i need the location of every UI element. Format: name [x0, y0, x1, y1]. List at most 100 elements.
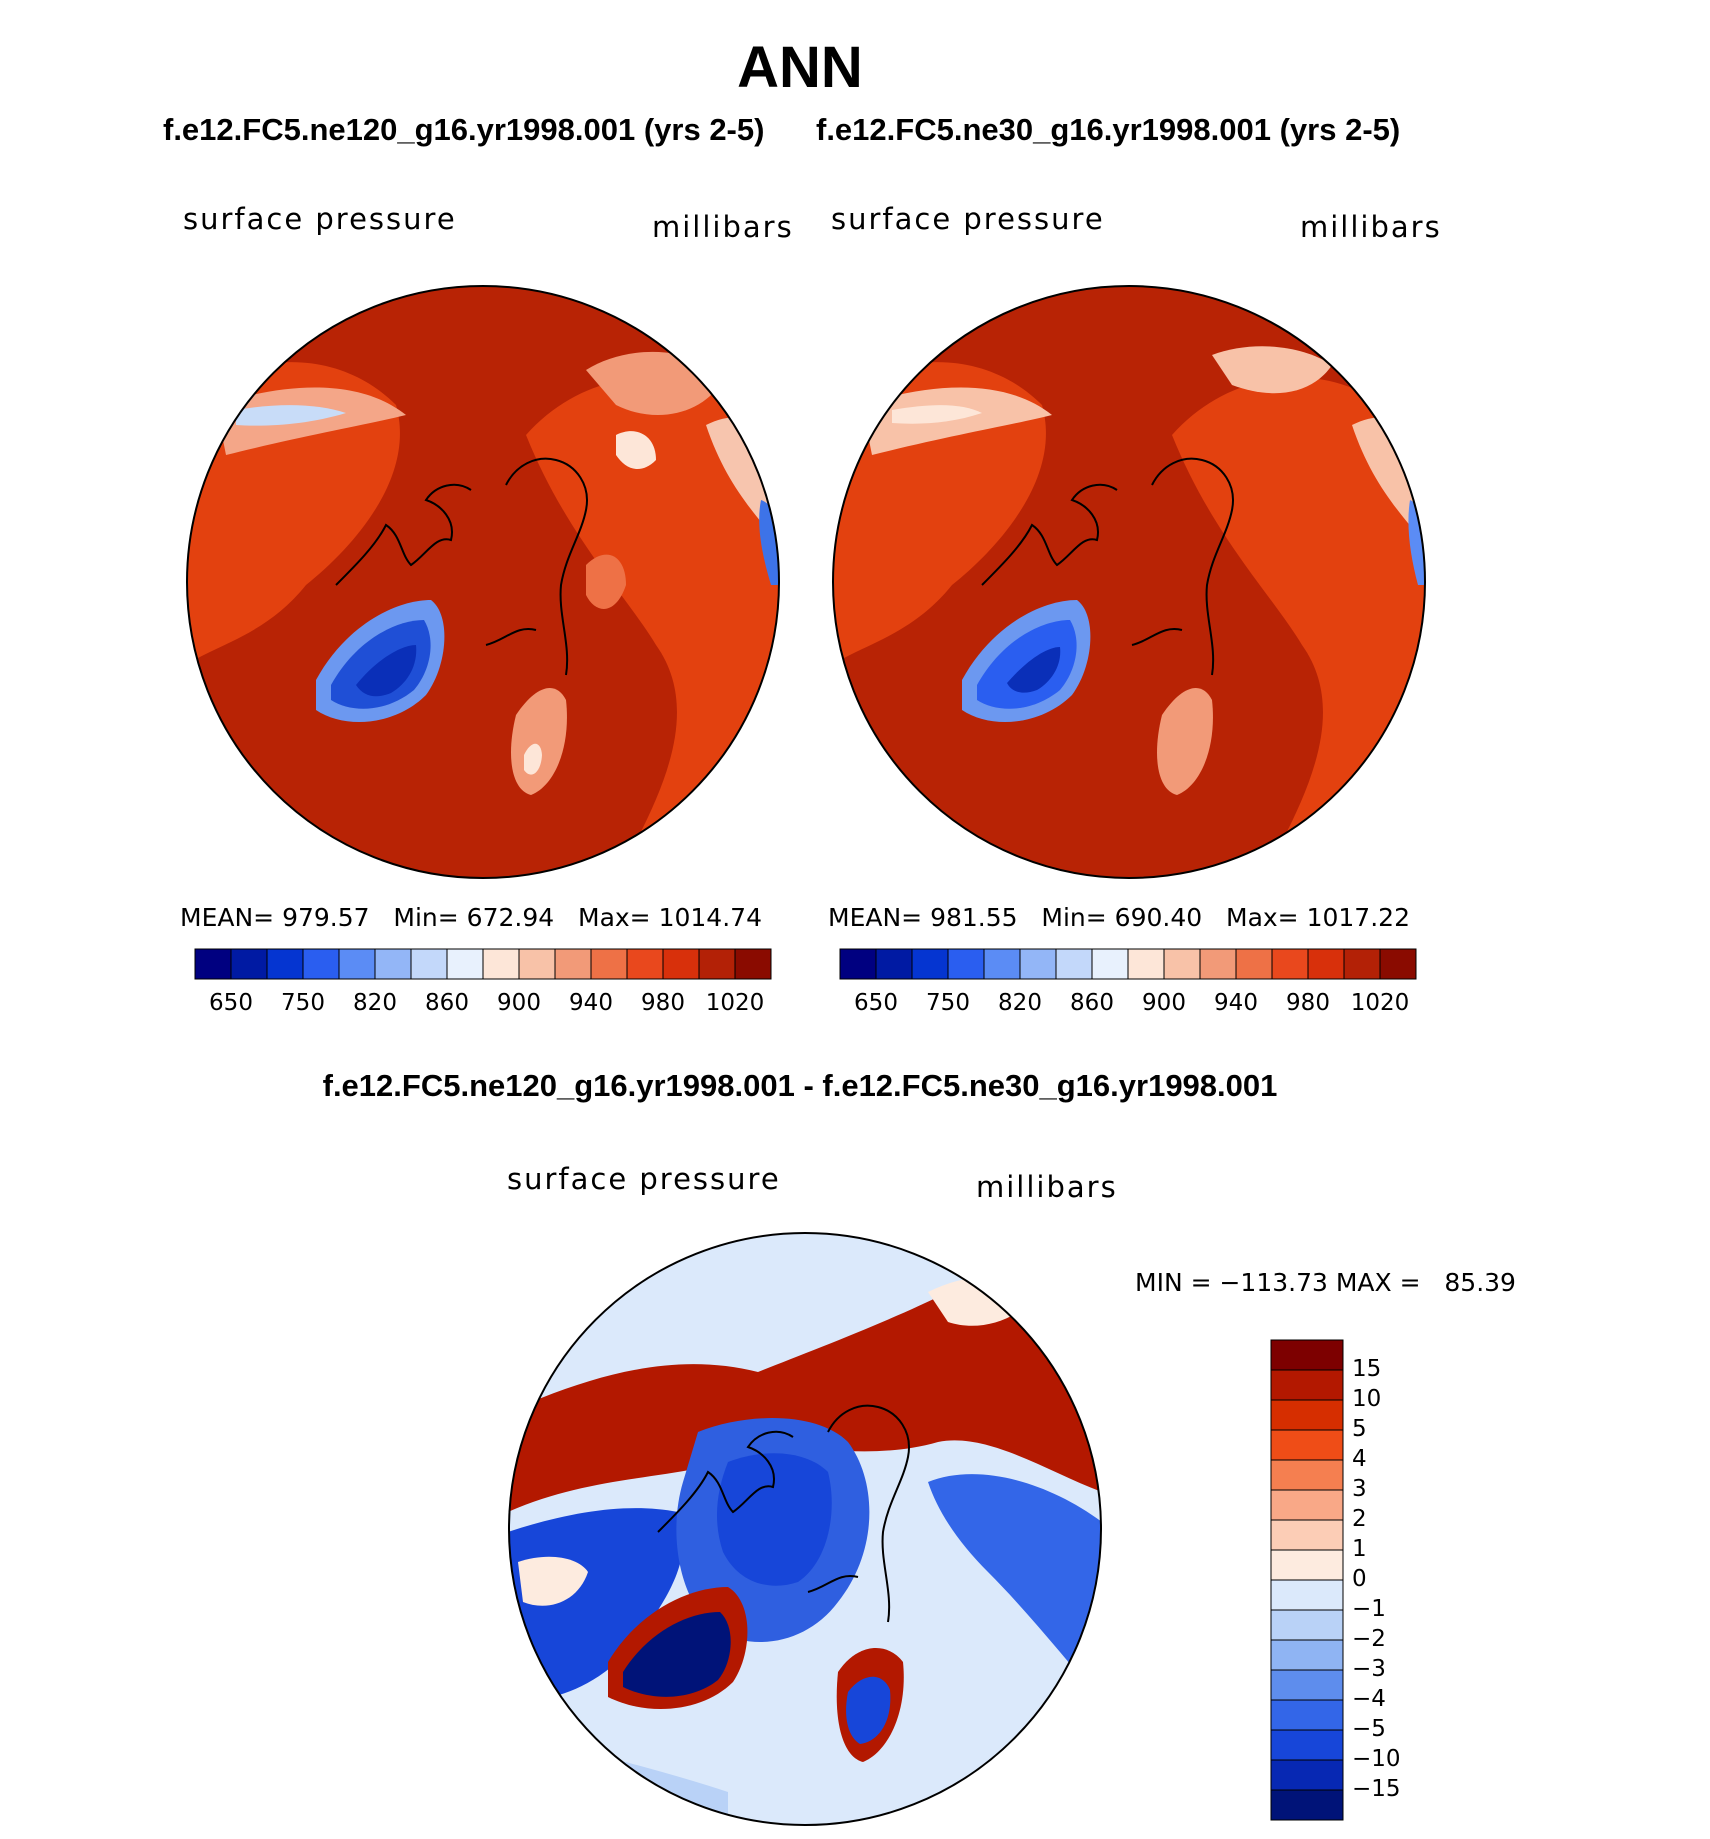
panel-1-polar-map — [186, 285, 780, 879]
panel-2-colorbar-tick-label: 650 — [854, 990, 898, 1016]
panel-1-colorbar-tick-label: 940 — [569, 990, 613, 1016]
difference-colorbar-box — [1270, 1639, 1344, 1671]
difference-colorbar-box — [1270, 1459, 1344, 1491]
difference-colorbar-box — [1270, 1579, 1344, 1611]
panel-1-colorbar-tick-label: 980 — [641, 990, 685, 1016]
panel-1-colorbar-box — [338, 948, 376, 980]
difference-colorbar-tick-label: −2 — [1352, 1626, 1386, 1652]
panel-2-colorbar-box — [1163, 948, 1201, 980]
panel-1-colorbar-box — [626, 948, 664, 980]
difference-units-label: millibars — [976, 1170, 1118, 1204]
panel-2-case-title: f.e12.FC5.ne30_g16.yr1998.001 (yrs 2-5) — [816, 112, 1401, 147]
difference-variable-label: surface pressure — [507, 1162, 781, 1196]
difference-colorbar — [1270, 1339, 1344, 1821]
difference-colorbar-box — [1270, 1489, 1344, 1521]
difference-colorbar-box — [1270, 1699, 1344, 1731]
panel-1-mean-label: MEAN= — [180, 903, 275, 932]
panel-1-stats: MEAN= 979.57 Min= 672.94 Max= 1014.74 — [180, 903, 762, 932]
panel-1-colorbar-box — [662, 948, 700, 980]
panel-2-colorbar-box — [1271, 948, 1309, 980]
difference-colorbar-tick-label: 4 — [1352, 1446, 1367, 1472]
difference-colorbar-tick-label: −10 — [1352, 1746, 1401, 1772]
panel-1-colorbar-box — [554, 948, 592, 980]
panel-1-colorbar-box — [734, 948, 772, 980]
panel-1-colorbar-box — [266, 948, 304, 980]
panel-1-colorbar-box — [518, 948, 556, 980]
panel-2-colorbar-box — [1055, 948, 1093, 980]
difference-colorbar-tick-label: 5 — [1352, 1416, 1367, 1442]
panel-1-variable-label: surface pressure — [183, 202, 457, 236]
panel-1-max-value: 1014.74 — [658, 903, 762, 932]
panel-2-colorbar-ticks: 650 750 820 860 900 940 980 1020 — [840, 990, 1416, 1020]
difference-colorbar-tick-label: 3 — [1352, 1476, 1367, 1502]
panel-1-units-label: millibars — [652, 210, 794, 244]
difference-colorbar-box — [1270, 1759, 1344, 1791]
difference-colorbar-box — [1270, 1369, 1344, 1401]
figure-title: ANN — [737, 35, 863, 100]
panel-2-colorbar-box — [911, 948, 949, 980]
panel-2-colorbar-box — [1235, 948, 1273, 980]
panel-2-colorbar-tick-label: 750 — [926, 990, 970, 1016]
difference-colorbar-tick-label: 0 — [1352, 1566, 1367, 1592]
panel-2-max-value: 1017.22 — [1306, 903, 1410, 932]
panel-2-colorbar — [839, 948, 1417, 980]
panel-2-mean-value: 981.55 — [930, 903, 1018, 932]
panel-1-colorbar-box — [446, 948, 484, 980]
panel-1-colorbar-box — [230, 948, 268, 980]
panel-2-colorbar-box — [947, 948, 985, 980]
panel-2-colorbar-tick-label: 900 — [1142, 990, 1186, 1016]
difference-colorbar-box — [1270, 1549, 1344, 1581]
panel-2-colorbar-tick-label: 820 — [998, 990, 1042, 1016]
panel-2-min-label: Min= — [1041, 903, 1107, 932]
difference-colorbar-ticks: 15 10 5 4 3 2 1 0 −1 −2 −3 −4 −5 −10 −15 — [1352, 1340, 1472, 1820]
difference-title: f.e12.FC5.ne120_g16.yr1998.001 - f.e12.F… — [322, 1068, 1278, 1103]
panel-1-min-value: 672.94 — [466, 903, 555, 932]
panel-2-colorbar-box — [1127, 948, 1165, 980]
panel-1-case-title: f.e12.FC5.ne120_g16.yr1998.001 (yrs 2-5) — [163, 112, 765, 147]
difference-colorbar-tick-label: 1 — [1352, 1536, 1367, 1562]
panel-2-colorbar-box — [1307, 948, 1345, 980]
difference-colorbar-box — [1270, 1339, 1344, 1371]
panel-1-colorbar-box — [302, 948, 340, 980]
difference-colorbar-tick-label: −15 — [1352, 1776, 1401, 1802]
panel-1-colorbar-tick-label: 860 — [425, 990, 469, 1016]
panel-1-colorbar-tick-label: 650 — [209, 990, 253, 1016]
panel-2-stats: MEAN= 981.55 Min= 690.40 Max= 1017.22 — [828, 903, 1410, 932]
panel-2-mean-label: MEAN= — [828, 903, 923, 932]
difference-colorbar-tick-label: −1 — [1352, 1596, 1386, 1622]
difference-colorbar-box — [1270, 1729, 1344, 1761]
panel-2-colorbar-tick-label: 1020 — [1350, 990, 1410, 1016]
panel-2-max-label: Max= — [1226, 903, 1299, 932]
panel-2-colorbar-box — [875, 948, 913, 980]
difference-colorbar-box — [1270, 1669, 1344, 1701]
panel-1-colorbar-tick-label: 820 — [353, 990, 397, 1016]
panel-2-colorbar-box — [839, 948, 877, 980]
panel-2-colorbar-tick-label: 980 — [1286, 990, 1330, 1016]
panel-2-polar-map — [832, 285, 1426, 879]
panel-2-variable-label: surface pressure — [831, 202, 1105, 236]
panel-1-mean-value: 979.57 — [282, 903, 370, 932]
difference-colorbar-box — [1270, 1399, 1344, 1431]
panel-2-colorbar-box — [1343, 948, 1381, 980]
panel-1-colorbar — [194, 948, 772, 980]
difference-polar-map — [508, 1232, 1102, 1826]
difference-colorbar-box — [1270, 1519, 1344, 1551]
asia-landmass — [526, 377, 779, 878]
difference-colorbar-box — [1270, 1789, 1344, 1821]
panel-2-colorbar-box — [1199, 948, 1237, 980]
panel-2-colorbar-box — [1091, 948, 1129, 980]
difference-colorbar-box — [1270, 1609, 1344, 1641]
panel-1-colorbar-box — [482, 948, 520, 980]
panel-2-colorbar-box — [1379, 948, 1417, 980]
difference-colorbar-tick-label: 15 — [1352, 1356, 1382, 1382]
difference-colorbar-tick-label: −3 — [1352, 1656, 1386, 1682]
panel-1-colorbar-tick-label: 900 — [497, 990, 541, 1016]
difference-colorbar-tick-label: 10 — [1352, 1386, 1382, 1412]
panel-1-colorbar-box — [590, 948, 628, 980]
difference-min-max: MIN = −113.73 MAX = 85.39 — [1135, 1268, 1516, 1297]
panel-1-colorbar-box — [374, 948, 412, 980]
panel-1-min-label: Min= — [393, 903, 459, 932]
panel-1-colorbar-ticks: 650 750 820 860 900 940 980 1020 — [195, 990, 771, 1020]
difference-colorbar-tick-label: −5 — [1352, 1716, 1386, 1742]
panel-2-colorbar-tick-label: 860 — [1070, 990, 1114, 1016]
